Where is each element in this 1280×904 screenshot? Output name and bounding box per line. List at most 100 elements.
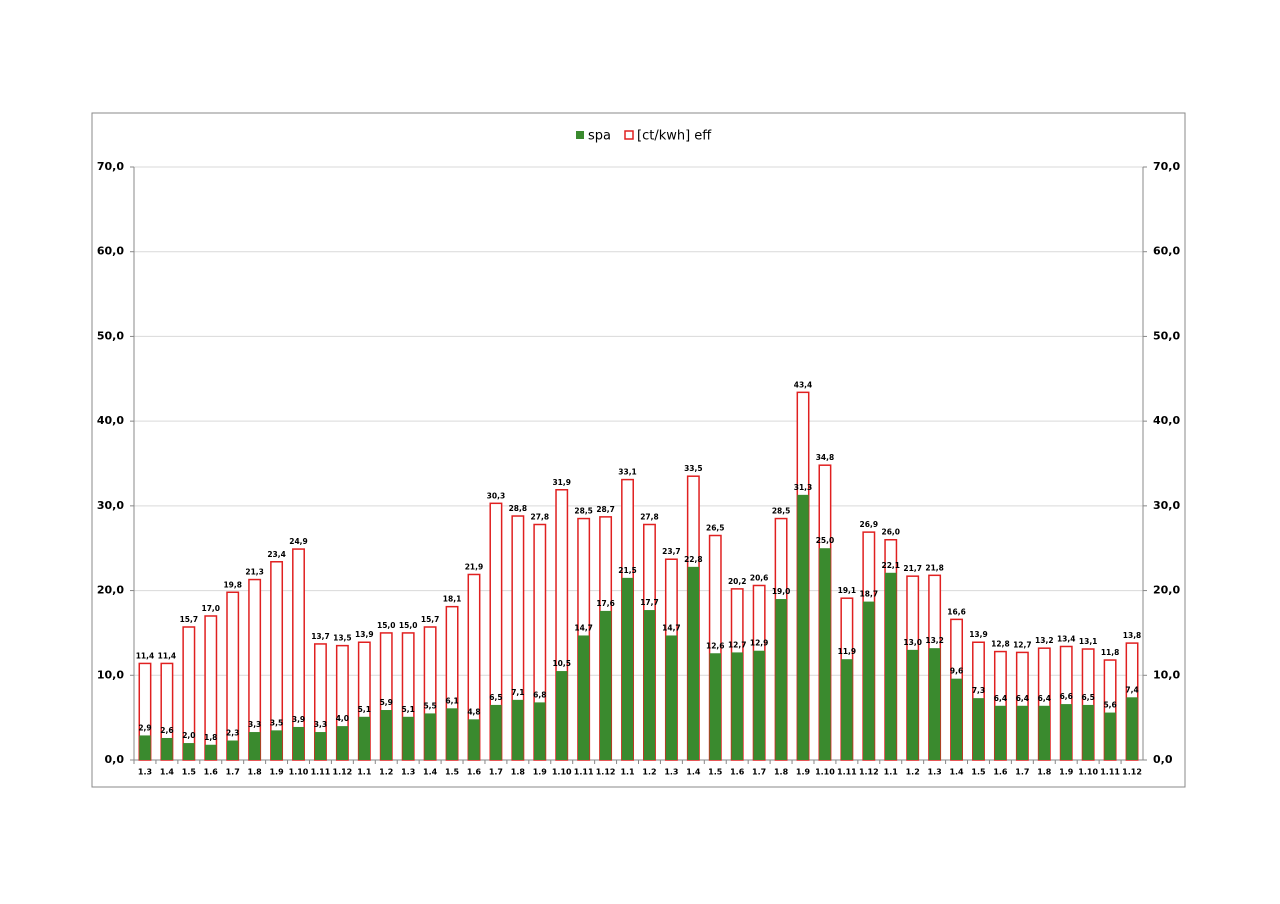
x-tick-label: 1.7 [752, 768, 766, 777]
x-tick-label: 1.7 [489, 768, 503, 777]
bar [424, 713, 436, 760]
data-label: 19,0 [772, 587, 791, 596]
x-tick-label: 1.2 [642, 768, 656, 777]
y-tick-label: 60,0 [97, 245, 124, 258]
data-label: 23,7 [662, 547, 681, 556]
data-label: 1,8 [204, 733, 217, 742]
data-label: 3,3 [248, 720, 261, 729]
data-label: 22,1 [881, 561, 900, 570]
bar [950, 678, 963, 760]
x-tick-label: 1.12 [1122, 768, 1142, 777]
data-label: 11,8 [1101, 648, 1120, 657]
data-label: 21,8 [925, 563, 944, 572]
bar [819, 548, 831, 760]
bar [841, 659, 853, 760]
data-label: 18,7 [860, 590, 879, 599]
bar [753, 650, 765, 760]
bar [797, 494, 809, 760]
bar [687, 566, 700, 760]
data-label: 21,5 [618, 566, 637, 575]
data-label: 31,3 [794, 483, 813, 492]
bar [1126, 697, 1138, 760]
data-label: 20,6 [750, 573, 769, 582]
x-tick-label: 1.9 [796, 768, 811, 777]
x-tick-label: 1.6 [204, 768, 219, 777]
data-label: 34,8 [816, 453, 835, 462]
bar [205, 744, 217, 760]
y2-tick-label: 50,0 [1153, 329, 1180, 342]
x-tick-label: 1.2 [906, 768, 920, 777]
data-label: 13,5 [333, 634, 352, 643]
y2-tick-label: 10,0 [1153, 668, 1180, 681]
x-tick-label: 1.12 [859, 768, 879, 777]
x-tick-label: 1.8 [774, 768, 789, 777]
y2-tick-label: 70,0 [1153, 160, 1180, 173]
data-label: 25,0 [816, 536, 835, 545]
y2-tick-label: 60,0 [1153, 245, 1180, 258]
bar [775, 599, 787, 760]
data-label: 6,4 [994, 694, 1007, 703]
bar [972, 698, 985, 760]
data-label: 28,5 [772, 507, 791, 516]
data-label: 5,1 [402, 705, 415, 714]
bar [556, 671, 568, 760]
data-label: 14,7 [662, 623, 681, 632]
data-label: 5,5 [423, 701, 436, 710]
bar [1082, 704, 1094, 760]
data-label: 16,6 [947, 607, 966, 616]
bar [599, 610, 612, 760]
bar [1060, 704, 1072, 760]
x-tick-label: 1.5 [445, 768, 460, 777]
legend-label: [ct/kwh] eff [637, 129, 712, 144]
data-label: 7,4 [1125, 685, 1138, 694]
bar [161, 737, 173, 760]
x-tick-label: 1.8 [248, 768, 263, 777]
legend-swatch [624, 130, 634, 140]
data-label: 3,5 [270, 718, 283, 727]
bar [863, 601, 875, 760]
y2-tick-label: 40,0 [1153, 414, 1180, 427]
bar [928, 648, 941, 760]
data-label: 6,6 [1060, 692, 1073, 701]
data-label: 13,0 [903, 638, 922, 647]
data-label: 9,6 [950, 667, 963, 676]
data-label: 4,0 [336, 714, 349, 723]
x-tick-label: 1.7 [1015, 768, 1029, 777]
data-label: 23,4 [267, 550, 286, 559]
bar [621, 577, 634, 760]
data-label: 6,1 [445, 696, 458, 705]
bar [1038, 705, 1050, 760]
y-tick-label: 0,0 [105, 753, 125, 766]
data-label: 13,9 [355, 630, 374, 639]
bar [468, 719, 480, 760]
data-label: 27,8 [640, 512, 659, 521]
data-label: 19,1 [838, 586, 857, 595]
bar [994, 705, 1007, 760]
data-label: 15,0 [399, 621, 418, 630]
data-label: 13,4 [1057, 634, 1076, 643]
x-tick-label: 1.9 [533, 768, 548, 777]
bar [577, 635, 590, 760]
data-label: 17,6 [596, 599, 615, 608]
bar [643, 610, 656, 760]
x-tick-label: 1.5 [182, 768, 197, 777]
bar [380, 710, 392, 760]
x-tick-label: 1.4 [160, 768, 175, 777]
data-label: 26,5 [706, 524, 725, 533]
legend-label: spa [588, 129, 611, 144]
data-label: 21,3 [245, 568, 264, 577]
data-label: 13,9 [969, 630, 988, 639]
x-tick-label: 1.8 [1037, 768, 1052, 777]
y-tick-label: 20,0 [97, 584, 124, 597]
data-label: 6,5 [1082, 693, 1095, 702]
data-label: 43,4 [794, 380, 813, 389]
data-label: 5,6 [1103, 701, 1116, 710]
data-label: 10,5 [552, 659, 571, 668]
data-label: 11,4 [158, 651, 177, 660]
bar [665, 635, 678, 760]
data-label: 26,9 [860, 520, 879, 529]
x-tick-label: 1.4 [949, 768, 964, 777]
y2-tick-label: 20,0 [1153, 584, 1180, 597]
bar [490, 704, 502, 760]
data-label: 5,9 [380, 698, 393, 707]
